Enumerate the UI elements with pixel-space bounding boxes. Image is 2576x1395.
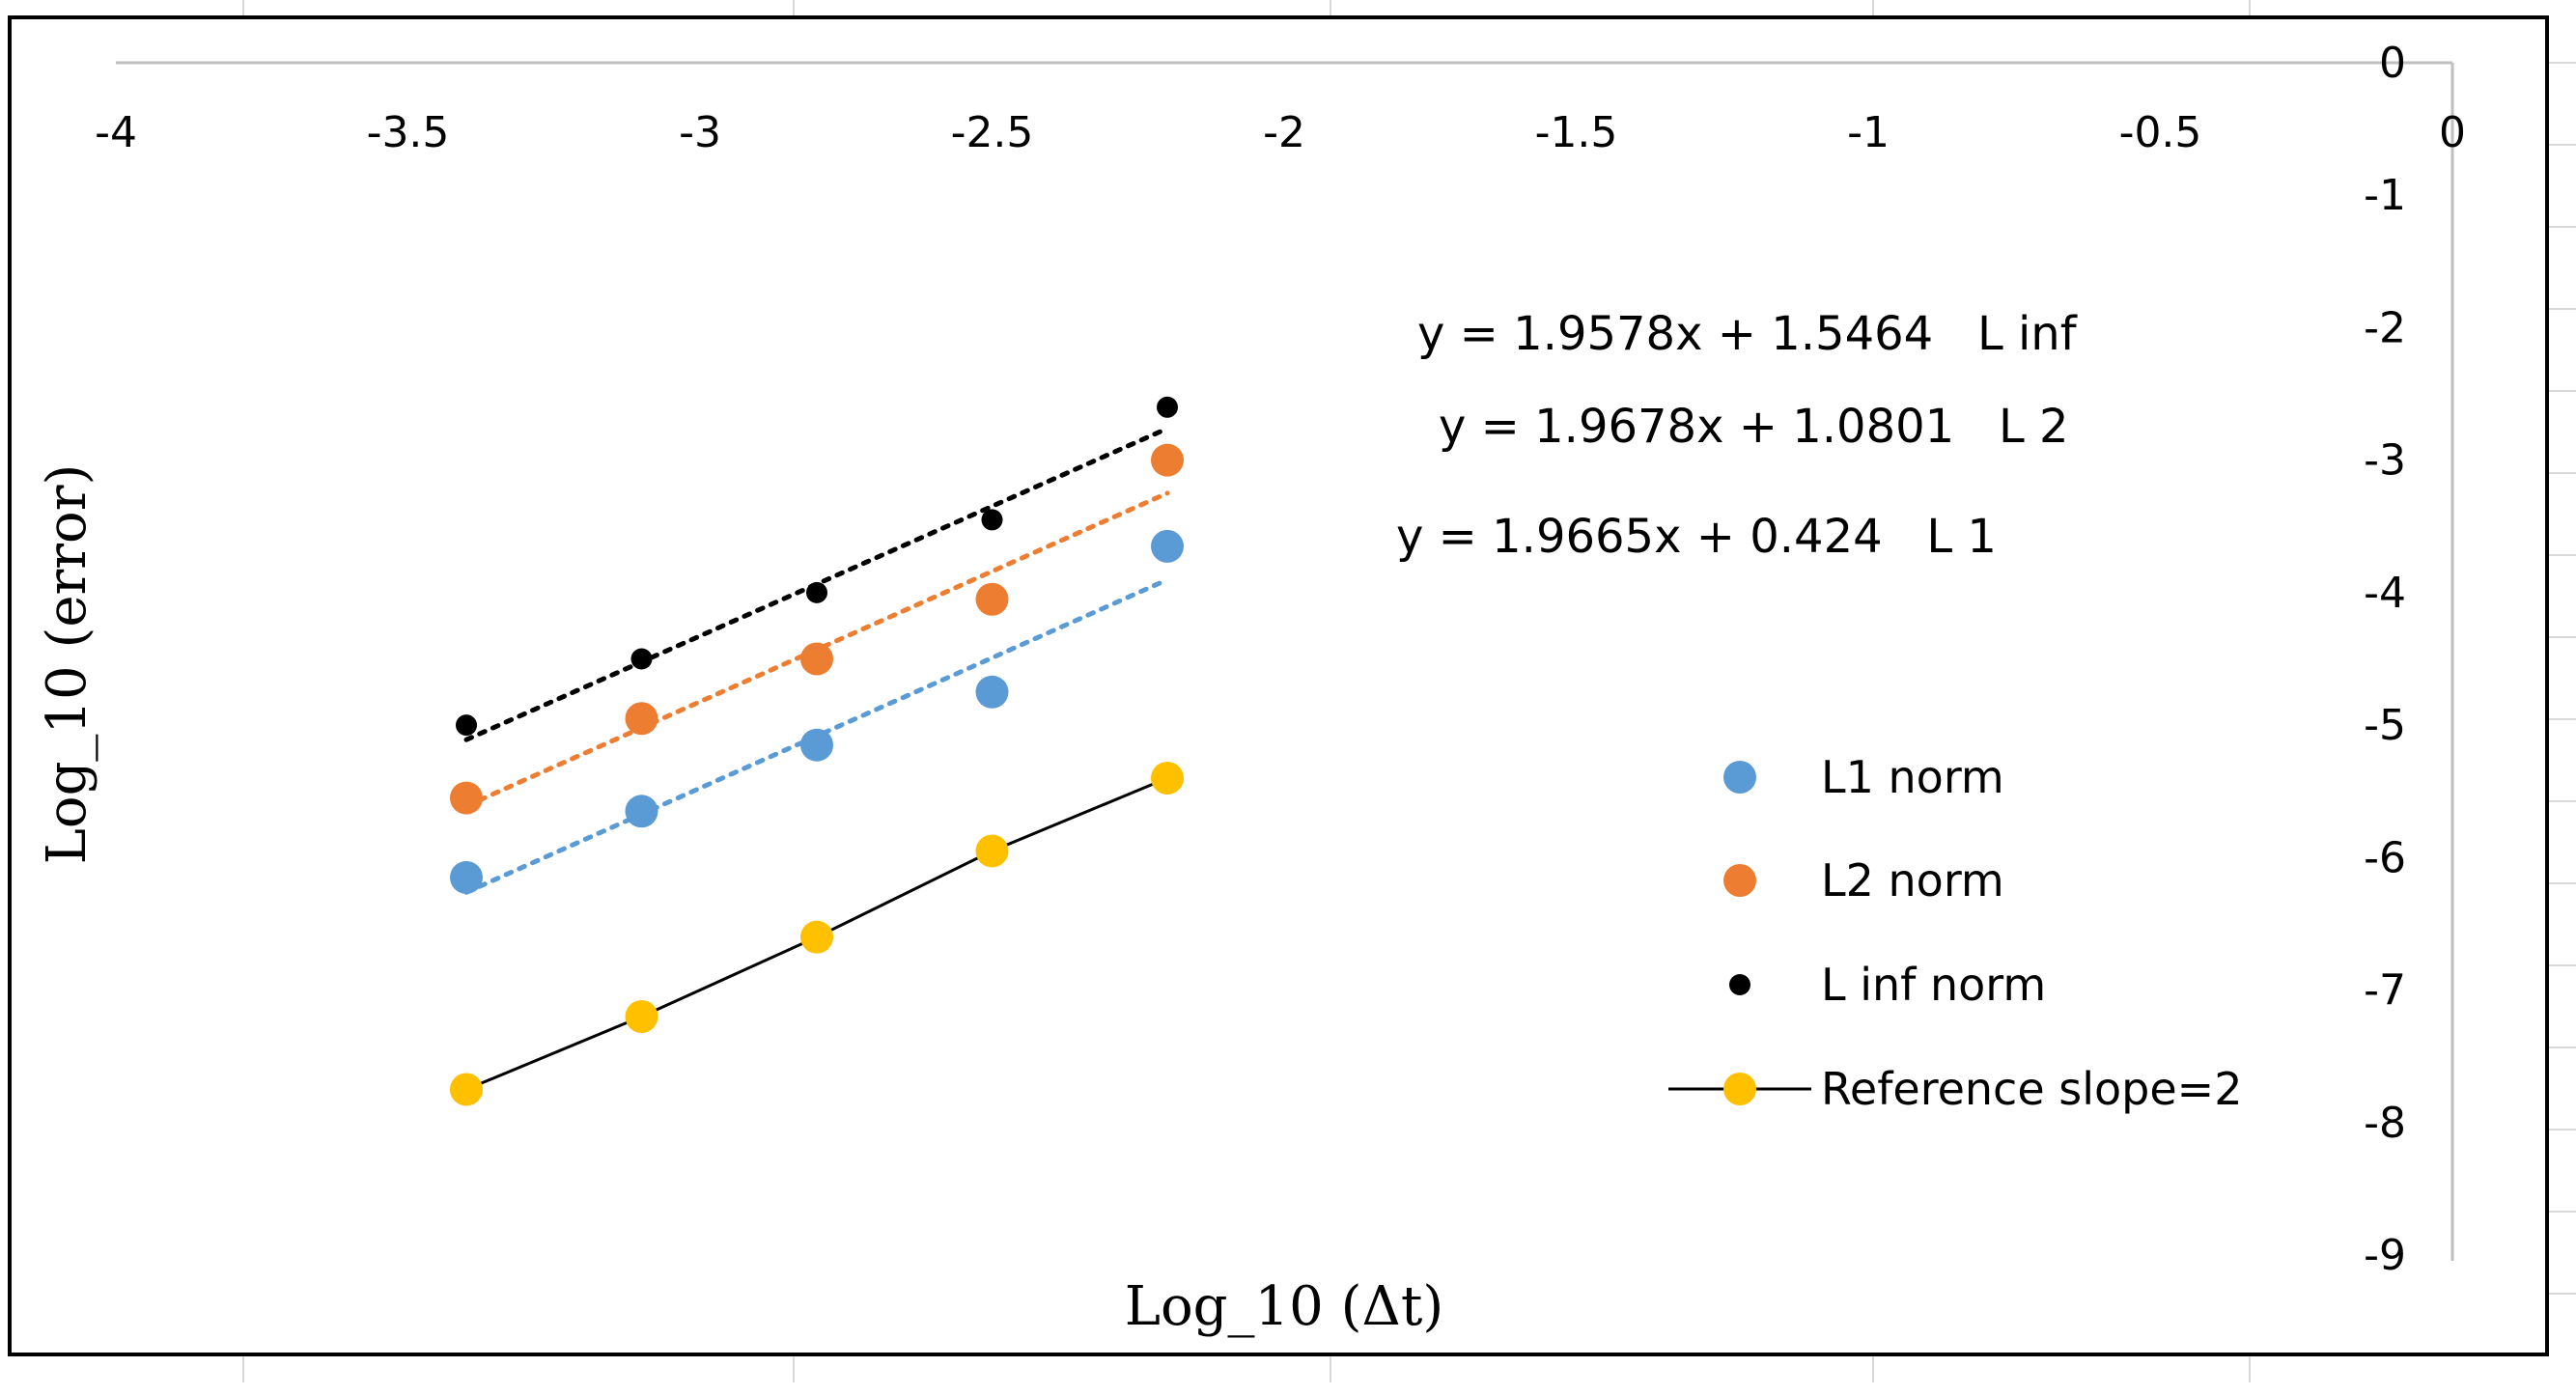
- point-l2-norm: [450, 781, 483, 815]
- equation-annotation: y = 1.9578x + 1.5464 L inf: [1417, 307, 2078, 361]
- x-tick-label: -1: [1847, 108, 1890, 157]
- point-l2-norm: [625, 702, 658, 736]
- point-l-inf-norm: [630, 648, 653, 670]
- point-reference-slope-2: [800, 920, 833, 954]
- x-tick-label: -3: [679, 108, 721, 157]
- y-axis-title: Log_10 (error): [36, 464, 98, 865]
- y-tick-label: 0: [2379, 39, 2406, 88]
- y-tick-label: -5: [2364, 701, 2406, 750]
- y-tick-label: -3: [2364, 436, 2406, 486]
- legend-label-l-inf-norm: L inf norm: [1821, 959, 2046, 1011]
- legend-label-l2-norm: L2 norm: [1821, 854, 2004, 907]
- point-l-inf-norm: [456, 714, 477, 737]
- legend-marker-l1-norm: [1723, 761, 1756, 794]
- point-l1-norm: [800, 728, 833, 762]
- legend: L1 norm L2 norm L inf norm Reference slope=…: [1668, 751, 2242, 1115]
- point-l1-norm: [1151, 529, 1184, 563]
- chart-border: [8, 15, 2549, 1356]
- equation-annotation: y = 1.9678x + 1.0801 L 2: [1439, 400, 2069, 454]
- annotations: y = 1.9578x + 1.5464 L inf y = 1.9678x + …: [1396, 307, 2078, 564]
- x-tick-label: -4: [95, 108, 137, 157]
- x-tick-label: -0.5: [2119, 108, 2202, 157]
- legend-marker-reference-slope-2: [1723, 1073, 1756, 1105]
- equation-annotation: y = 1.9665x + 0.424 L 1: [1396, 510, 1997, 564]
- y-tick-label: -1: [2364, 171, 2406, 220]
- point-l-inf-norm: [981, 509, 1003, 531]
- legend-marker-l2-norm: [1723, 864, 1756, 897]
- point-l2-norm: [800, 642, 833, 676]
- x-axis-title: Log_10 (Δt): [1125, 1275, 1443, 1338]
- x-tick-label: -3.5: [367, 108, 450, 157]
- point-l2-norm: [1151, 443, 1184, 477]
- legend-label-l1-norm: L1 norm: [1821, 751, 2004, 803]
- point-reference-slope-2: [450, 1073, 483, 1106]
- point-l-inf-norm: [1157, 396, 1178, 418]
- legend-marker-l-inf-norm: [1729, 974, 1750, 995]
- y-tick-label: -7: [2364, 966, 2406, 1016]
- y-tick-label: -4: [2364, 569, 2406, 618]
- point-reference-slope-2: [975, 834, 1009, 868]
- point-l2-norm: [975, 582, 1009, 616]
- point-l1-norm: [625, 795, 658, 828]
- x-tick-label: -2.5: [951, 108, 1034, 157]
- point-l1-norm: [450, 860, 483, 894]
- x-tick-label: 0: [2439, 108, 2466, 157]
- x-tick-label: -1.5: [1535, 108, 1618, 157]
- y-tick-label: -2: [2364, 303, 2406, 352]
- x-tick-label: -2: [1263, 108, 1305, 157]
- point-l1-norm: [975, 675, 1009, 709]
- point-l-inf-norm: [806, 581, 827, 603]
- background-grid: [242, 0, 2576, 1382]
- point-reference-slope-2: [625, 1000, 658, 1033]
- y-tick-label: -6: [2364, 833, 2406, 882]
- legend-label-reference-slope-2: Reference slope=2: [1821, 1063, 2242, 1115]
- y-tick-label: -8: [2364, 1099, 2406, 1148]
- y-tick-label: -9: [2364, 1231, 2406, 1280]
- point-reference-slope-2: [1151, 762, 1184, 795]
- axes: -4 -3.5 -3 -2.5 -2 -1.5 -1 -0.5 00 -1 -2 -3 -4 -5 -6 -7…: [95, 39, 2466, 1280]
- data-points: [450, 396, 1184, 1106]
